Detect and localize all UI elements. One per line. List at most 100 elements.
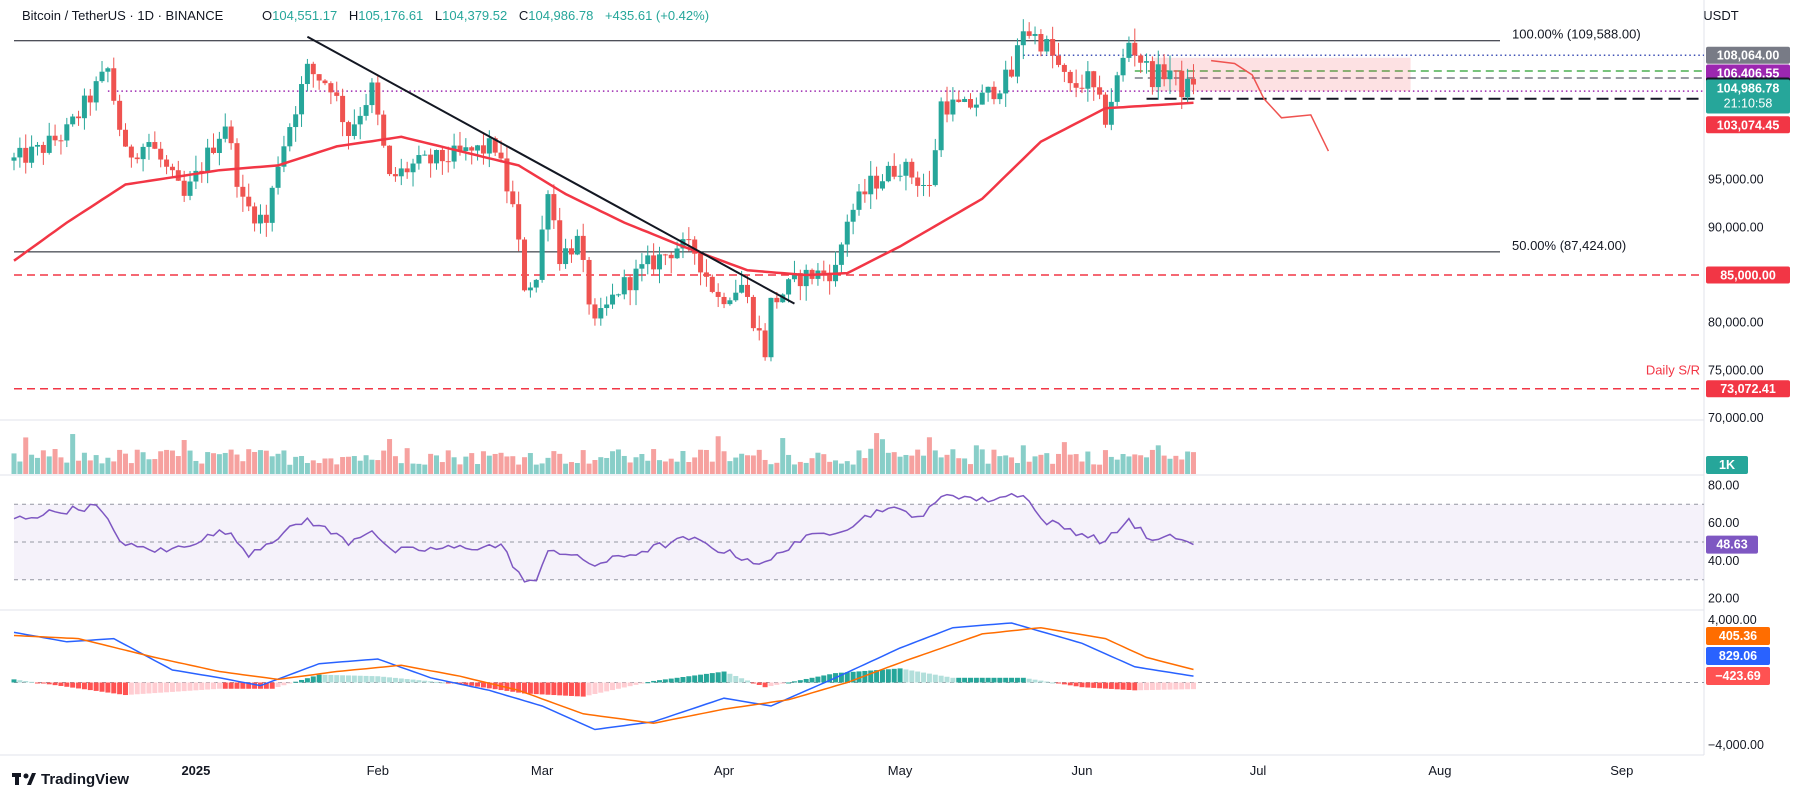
- candle[interactable]: [545, 190, 551, 242]
- candle[interactable]: [891, 153, 897, 180]
- candle[interactable]: [762, 323, 768, 361]
- candle[interactable]: [651, 243, 657, 275]
- candle[interactable]: [52, 124, 58, 146]
- candle[interactable]: [34, 142, 40, 156]
- candle[interactable]: [633, 259, 639, 306]
- currency-label[interactable]: USDT: [1703, 8, 1738, 23]
- candle[interactable]: [269, 185, 275, 232]
- candle[interactable]: [727, 297, 733, 306]
- candle[interactable]: [1044, 35, 1050, 55]
- candle[interactable]: [46, 122, 52, 155]
- candle[interactable]: [439, 147, 445, 175]
- candle[interactable]: [316, 74, 322, 90]
- macd-value-label[interactable]: 405.36: [1706, 627, 1770, 645]
- rsi-line[interactable]: [13, 492, 1194, 583]
- candle[interactable]: [428, 148, 434, 178]
- candle[interactable]: [351, 109, 357, 140]
- candle[interactable]: [281, 135, 287, 173]
- candle[interactable]: [322, 79, 328, 86]
- candle[interactable]: [745, 274, 751, 304]
- candle[interactable]: [1190, 64, 1196, 95]
- candle[interactable]: [721, 292, 727, 309]
- candle[interactable]: [1179, 60, 1185, 110]
- candle[interactable]: [334, 81, 340, 102]
- candle[interactable]: [70, 113, 76, 127]
- candle[interactable]: [1067, 69, 1073, 92]
- candle[interactable]: [363, 93, 369, 121]
- candle[interactable]: [463, 138, 469, 161]
- candle[interactable]: [967, 93, 973, 110]
- candle[interactable]: [627, 275, 633, 306]
- candle[interactable]: [111, 57, 117, 105]
- macd-value-label[interactable]: −423.69: [1706, 667, 1770, 685]
- candle[interactable]: [158, 141, 164, 168]
- candle[interactable]: [1173, 70, 1179, 86]
- candle[interactable]: [434, 149, 439, 170]
- candle[interactable]: [844, 214, 850, 257]
- level-label-106406[interactable]: 106,406.55: [1706, 64, 1790, 82]
- candle[interactable]: [252, 202, 258, 232]
- candle[interactable]: [340, 88, 346, 137]
- candle[interactable]: [105, 66, 111, 83]
- candle[interactable]: [557, 207, 563, 271]
- candle[interactable]: [134, 153, 140, 164]
- candle[interactable]: [516, 191, 522, 252]
- candle[interactable]: [533, 278, 539, 293]
- candle[interactable]: [874, 166, 880, 200]
- candle[interactable]: [1161, 54, 1167, 87]
- candle[interactable]: [885, 161, 891, 183]
- candle[interactable]: [604, 296, 610, 316]
- candle[interactable]: [1050, 26, 1056, 69]
- candle[interactable]: [480, 132, 486, 165]
- candle[interactable]: [950, 87, 956, 122]
- candle[interactable]: [228, 120, 234, 150]
- candle[interactable]: [615, 293, 621, 298]
- candle[interactable]: [310, 61, 316, 88]
- candle[interactable]: [1126, 36, 1132, 63]
- volume-scale-label[interactable]: 1K: [1706, 456, 1748, 474]
- candle[interactable]: [662, 253, 668, 266]
- candle[interactable]: [117, 94, 123, 137]
- candle[interactable]: [11, 152, 17, 171]
- candle[interactable]: [504, 145, 510, 204]
- candle[interactable]: [715, 283, 721, 308]
- level-label-73072[interactable]: 73,072.41: [1706, 380, 1790, 398]
- candle[interactable]: [1167, 55, 1173, 94]
- candle[interactable]: [639, 253, 645, 282]
- candle[interactable]: [193, 155, 199, 190]
- candle[interactable]: [879, 174, 885, 191]
- candle[interactable]: [803, 264, 809, 301]
- candle[interactable]: [1038, 29, 1044, 57]
- symbol-title[interactable]: Bitcoin / TetherUS · 1D · BINANCE: [22, 8, 224, 23]
- candle[interactable]: [369, 78, 375, 114]
- macd-line[interactable]: [13, 622, 1194, 731]
- candle[interactable]: [263, 204, 269, 237]
- candle[interactable]: [451, 133, 457, 169]
- candle[interactable]: [1056, 42, 1062, 68]
- tradingview-logo[interactable]: TradingView: [12, 771, 129, 788]
- candle[interactable]: [1079, 74, 1085, 94]
- candle[interactable]: [146, 133, 152, 160]
- candle[interactable]: [1120, 48, 1126, 82]
- rsi-pane[interactable]: [13, 492, 1704, 583]
- candle[interactable]: [856, 184, 862, 216]
- candle[interactable]: [791, 260, 797, 283]
- candle[interactable]: [909, 158, 915, 185]
- macd-value-label[interactable]: 829.06: [1706, 647, 1770, 665]
- candle[interactable]: [1138, 53, 1144, 74]
- candle[interactable]: [1132, 28, 1138, 67]
- candle[interactable]: [827, 264, 833, 295]
- candle[interactable]: [868, 161, 874, 209]
- candle[interactable]: [404, 161, 410, 179]
- candle[interactable]: [1085, 61, 1091, 102]
- candle[interactable]: [58, 134, 64, 155]
- candle[interactable]: [240, 174, 246, 212]
- candle[interactable]: [169, 163, 175, 179]
- candle[interactable]: [1185, 68, 1191, 103]
- candle[interactable]: [475, 144, 481, 161]
- candle[interactable]: [610, 283, 616, 309]
- moving-average-line[interactable]: [13, 101, 1194, 277]
- candle[interactable]: [956, 90, 962, 103]
